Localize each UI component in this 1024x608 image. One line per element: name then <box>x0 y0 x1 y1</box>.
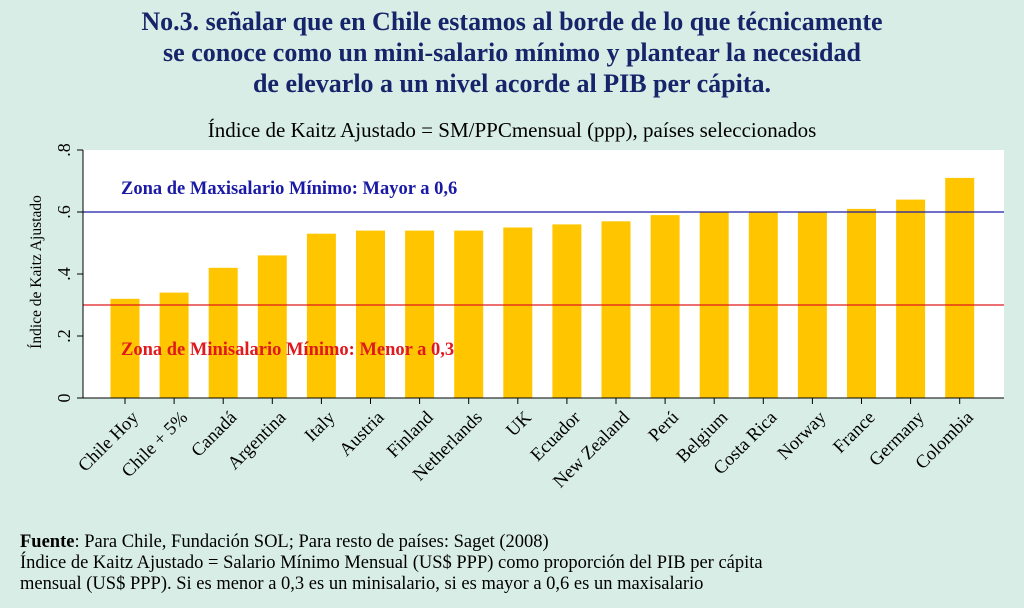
kaitz-bar-chart: Índice de Kaitz Ajustado = SM/PPCmensual… <box>28 118 1004 492</box>
y-tick-label: .8 <box>54 143 74 157</box>
headline: No.3. señalar que en Chile estamos al bo… <box>0 6 1024 99</box>
headline-line-3: de elevarlo a un nivel acorde al PIB per… <box>252 69 772 98</box>
bar-netherlands <box>454 230 484 398</box>
source-label: Fuente <box>20 532 75 552</box>
reference-label-max: Zona de Maxisalario Mínimo: Mayor a 0,6 <box>121 179 457 199</box>
bar-italy <box>306 233 336 398</box>
bar-colombia <box>945 177 975 398</box>
chart-title: Índice de Kaitz Ajustado = SM/PPCmensual… <box>208 118 817 142</box>
bar-peru <box>650 215 680 398</box>
bar-germany <box>896 199 926 398</box>
bar-canada <box>208 267 238 398</box>
x-tick-label: Perú <box>645 408 683 446</box>
reference-lines-layer: Zona de Maxisalario Mínimo: Mayor a 0,6 Z… <box>83 179 1004 360</box>
x-tick-label: Austria <box>336 408 389 461</box>
x-tick-label: Italy <box>301 407 340 446</box>
bar-chile-5 <box>159 292 189 398</box>
source-text: : Para Chile, Fundación SOL; Para resto … <box>74 532 549 552</box>
footnote-definition-line-1: Índice de Kaitz Ajustado = Salario Mínim… <box>20 553 763 573</box>
reference-label-min: Zona de Minisalario Mínimo: Menor a 0,3 <box>121 340 454 360</box>
bar-france <box>847 208 876 398</box>
footnote: Fuente: Para Chile, Fundación SOL; Para … <box>20 532 1010 595</box>
y-tick-label: .4 <box>54 267 74 281</box>
bar-austria <box>356 230 385 398</box>
y-tick-label: 0 <box>54 394 74 403</box>
y-axis-ticks-layer: 0 .2 .4 .6 .8 <box>54 143 83 403</box>
bar-argentina <box>257 255 287 398</box>
headline-line-1: No.3. señalar que en Chile estamos al bo… <box>141 7 883 36</box>
bar-chile-hoy <box>110 298 140 398</box>
x-tick-label: Norway <box>774 407 831 464</box>
bar-new-zealand <box>601 221 631 398</box>
bar-ecuador <box>552 224 582 398</box>
footnote-definition-line-2: mensual (US$ PPP). Si es menor a 0,3 es … <box>20 574 704 594</box>
y-tick-label: .2 <box>54 329 74 343</box>
y-tick-label: .6 <box>54 205 74 219</box>
x-tick-label: UK <box>503 407 536 440</box>
bar-finland <box>405 230 435 398</box>
footnote-source-line: Fuente: Para Chile, Fundación SOL; Para … <box>20 532 1010 553</box>
headline-line-2: se conoce como un mini-salario mínimo y … <box>163 38 861 67</box>
y-axis-label: Índice de Kaitz Ajustado <box>28 195 45 349</box>
bar-uk <box>503 227 533 398</box>
